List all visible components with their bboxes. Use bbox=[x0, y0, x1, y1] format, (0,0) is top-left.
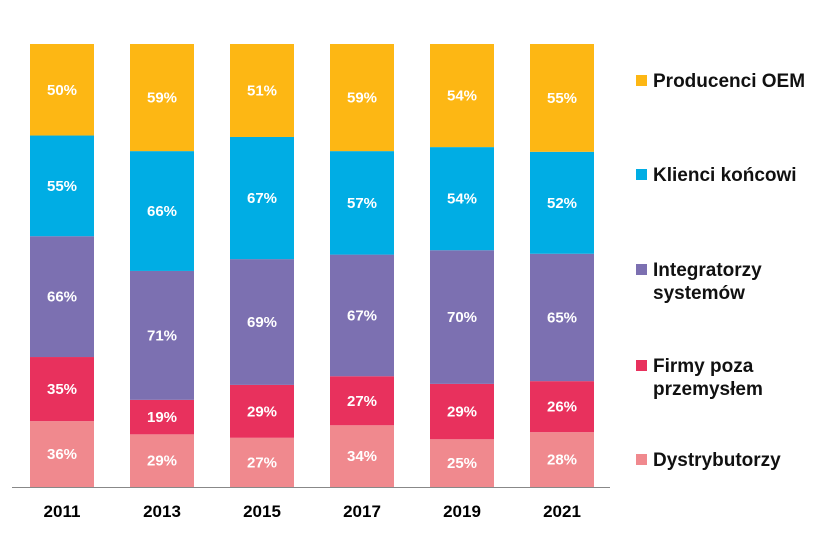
data-label: 36% bbox=[47, 446, 77, 463]
legend-swatch bbox=[636, 169, 647, 180]
bar-segment bbox=[130, 434, 194, 487]
data-label: 29% bbox=[147, 453, 177, 470]
data-label: 70% bbox=[447, 309, 477, 326]
legend-label: Dystrybutorzy bbox=[653, 450, 781, 471]
bar-segment bbox=[30, 135, 94, 237]
bar-segment bbox=[430, 250, 494, 384]
legend-swatch bbox=[636, 454, 647, 465]
bar-segment bbox=[430, 44, 494, 148]
data-label: 29% bbox=[447, 404, 477, 421]
data-label: 67% bbox=[247, 190, 277, 207]
legend-item-dystrybutorzy: Dystrybutorzy bbox=[636, 449, 781, 472]
data-label: 57% bbox=[347, 195, 377, 212]
data-label: 28% bbox=[547, 452, 577, 469]
bar-segment bbox=[330, 254, 394, 377]
data-label: 59% bbox=[347, 90, 377, 107]
bar-segment bbox=[30, 44, 94, 136]
bar-segment bbox=[30, 421, 94, 487]
legend-item-producenci-oem: Producenci OEM bbox=[636, 70, 805, 93]
bar-segment bbox=[530, 44, 594, 152]
x-tick-label: 2021 bbox=[543, 502, 581, 521]
bar-segment bbox=[230, 44, 294, 137]
bar-segment bbox=[330, 44, 394, 152]
data-label: 19% bbox=[147, 409, 177, 426]
data-label: 55% bbox=[47, 178, 77, 195]
legend-label: Integratorzy systemów bbox=[653, 260, 762, 304]
x-tick-label: 2013 bbox=[143, 502, 181, 521]
bar-segment bbox=[330, 151, 394, 255]
bar-segment bbox=[230, 437, 294, 487]
bar-segment bbox=[30, 236, 94, 358]
data-label: 52% bbox=[547, 195, 577, 212]
data-label: 29% bbox=[247, 403, 277, 420]
bar-segment bbox=[130, 44, 194, 152]
bar-segment bbox=[330, 376, 394, 426]
legend-item-integratorzy-systemow: Integratorzy systemów bbox=[636, 259, 762, 305]
bar-segment bbox=[530, 381, 594, 433]
legend-swatch bbox=[636, 75, 647, 86]
bar-segment bbox=[30, 357, 94, 422]
legend-label: Firmy poza przemysłem bbox=[653, 356, 763, 400]
legend-swatch bbox=[636, 264, 647, 275]
bar-segment bbox=[130, 399, 194, 435]
data-label: 27% bbox=[247, 454, 277, 471]
bar-segment bbox=[530, 151, 594, 254]
data-label: 51% bbox=[247, 82, 277, 99]
data-label: 66% bbox=[147, 203, 177, 220]
x-tick-labels: 2011 2013 2015 2017 2019 2021 bbox=[44, 502, 581, 521]
legend: Producenci OEM Klienci końcowi Integrato… bbox=[636, 0, 836, 560]
data-label: 55% bbox=[547, 90, 577, 107]
bar-segment bbox=[230, 259, 294, 385]
data-label: 66% bbox=[47, 289, 77, 306]
bar-segment bbox=[130, 151, 194, 271]
data-label: 25% bbox=[447, 455, 477, 472]
bar-segment bbox=[430, 439, 494, 487]
bar-segment bbox=[430, 383, 494, 440]
data-label: 26% bbox=[547, 399, 577, 416]
bar-segment bbox=[230, 136, 294, 260]
data-label: 35% bbox=[47, 381, 77, 398]
legend-label: Klienci końcowi bbox=[653, 165, 797, 186]
bar-segment bbox=[530, 432, 594, 487]
bar-segment bbox=[230, 384, 294, 438]
bar-segment bbox=[530, 253, 594, 382]
data-label: 54% bbox=[447, 88, 477, 105]
data-label: 67% bbox=[347, 307, 377, 324]
legend-swatch bbox=[636, 360, 647, 371]
x-tick-label: 2011 bbox=[44, 502, 81, 521]
bar-segment bbox=[130, 270, 194, 400]
data-label: 71% bbox=[147, 327, 177, 344]
x-tick-label: 2017 bbox=[343, 502, 381, 521]
data-label: 65% bbox=[547, 309, 577, 326]
bar-segment bbox=[430, 147, 494, 251]
data-label: 59% bbox=[147, 90, 177, 107]
x-tick-label: 2019 bbox=[443, 502, 481, 521]
data-label: 54% bbox=[447, 191, 477, 208]
data-label: 34% bbox=[347, 448, 377, 465]
legend-item-klienci-koncowi: Klienci końcowi bbox=[636, 164, 797, 187]
x-tick-label: 2015 bbox=[243, 502, 281, 521]
data-label: 50% bbox=[47, 82, 77, 99]
legend-label: Producenci OEM bbox=[653, 71, 806, 92]
data-label: 69% bbox=[247, 314, 277, 331]
data-label: 27% bbox=[347, 393, 377, 410]
bars-group: 36% 35% 66% 55% 50% 29% 19% 71% 66% 59% 27% 29% 69% 6… bbox=[30, 44, 594, 487]
bar-segment bbox=[330, 425, 394, 487]
legend-item-firmy-poza-przemyslem: Firmy poza przemysłem bbox=[636, 355, 763, 401]
